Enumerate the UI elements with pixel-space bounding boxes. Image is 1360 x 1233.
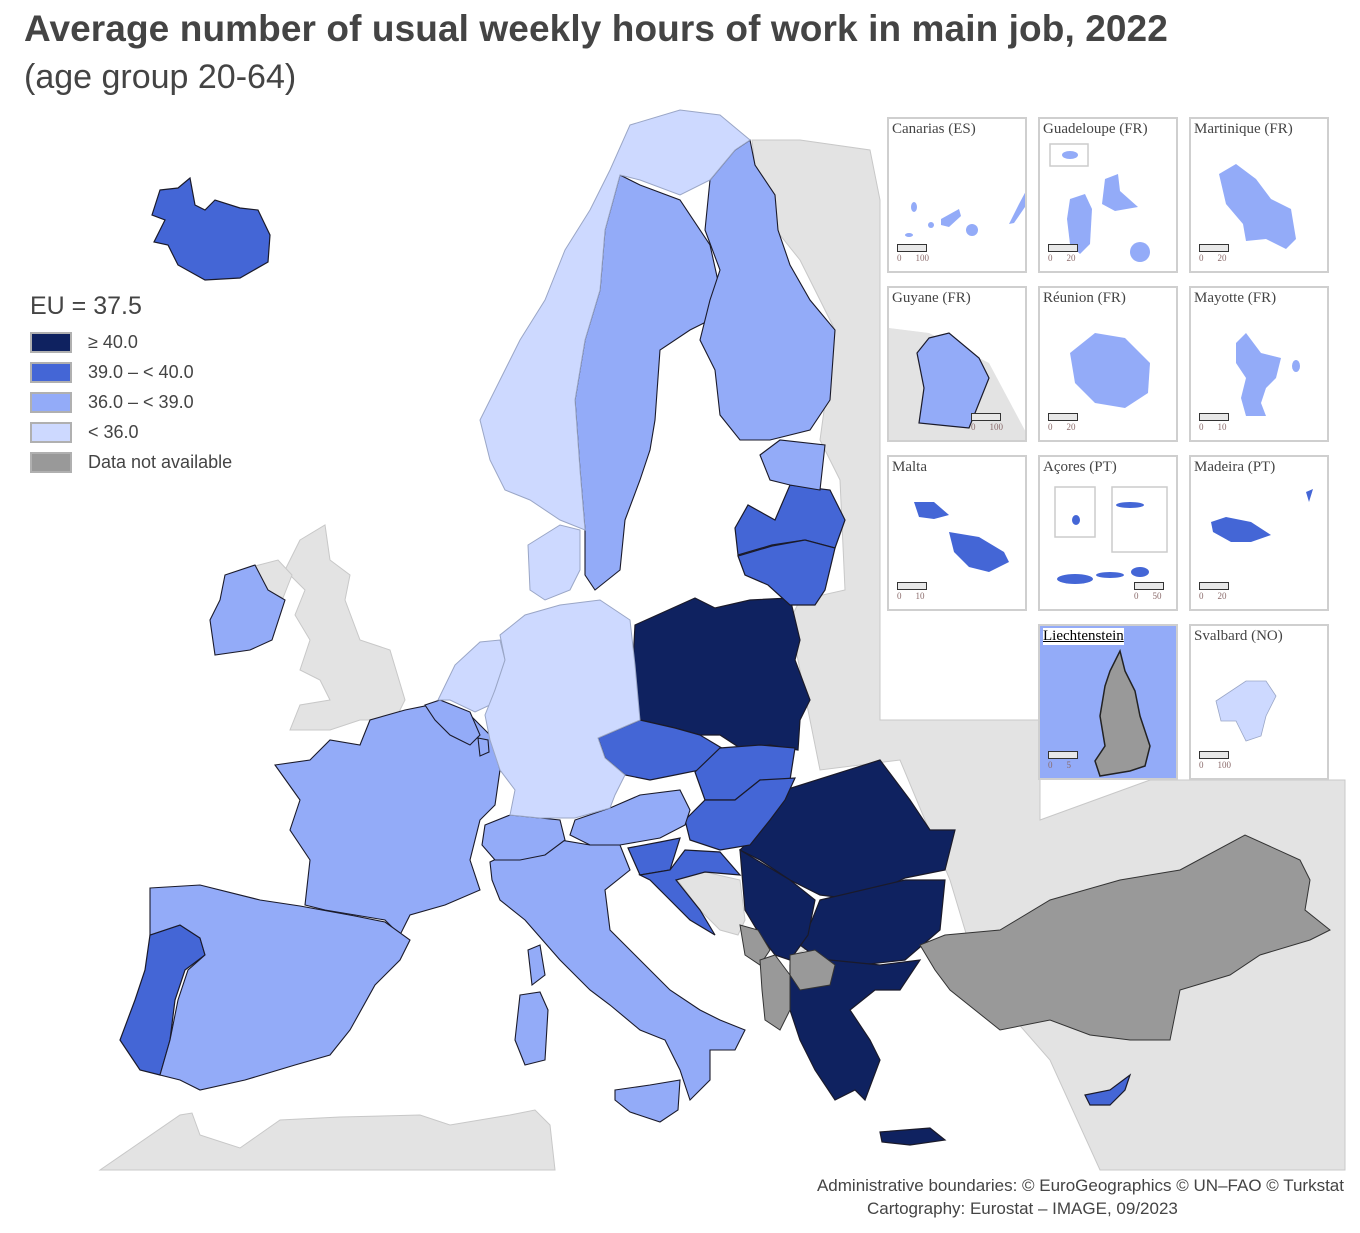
inset-map [914,502,1009,572]
class-lt36-regions [437,109,751,819]
region-austria [569,789,691,846]
region-spain [149,884,411,1091]
region-finland [699,139,836,441]
inset-guyane: Guyane (FR) 0 100 [887,286,1027,442]
scale-bar: 0 100 [1199,751,1231,770]
legend-swatch [30,391,72,413]
legend-item-39-40: 39.0 – < 40.0 [30,357,232,387]
credits-boundaries: Administrative boundaries: © EuroGeograp… [816,1176,1344,1195]
inset-label: Malta [892,459,927,475]
legend-label: Data not available [88,451,233,472]
region-corsica [527,944,546,987]
region-norway [479,109,751,531]
inset-label: Mayotte (FR) [1194,290,1277,306]
region-crete [879,1127,947,1146]
map-subtitle: (age group 20-64) [24,58,297,96]
inset-map [1054,486,1168,584]
inset-acores: Açores (PT) 0 50 [1038,455,1178,611]
scale-bar: 0 20 [1199,244,1229,263]
inset-label: Réunion (FR) [1043,290,1126,306]
region-estonia [759,439,826,491]
region-latvia [734,484,846,556]
scale-bar: 0 20 [1048,244,1078,263]
legend-swatch [30,451,72,473]
region-lithuania [737,539,836,606]
scale-bar: 0 50 [1134,582,1164,601]
credits-cartography: Cartography: Eurostat – IMAGE, 09/2023 [866,1199,1178,1218]
region-greece [789,959,922,1102]
region-germany [484,599,641,819]
inset-map [889,328,1025,440]
scale-bar: 0 100 [971,413,1003,432]
inset-map [1070,333,1150,408]
inset-label: Guyane (FR) [892,290,971,306]
scale-bar: 0 20 [1199,582,1229,601]
inset-map [1049,143,1150,262]
scale-bar: 0 10 [1199,413,1229,432]
region-sardinia [514,991,549,1066]
legend-item-36-39: 36.0 – < 39.0 [30,387,232,417]
inset-label: Açores (PT) [1043,459,1117,475]
inset-mayotte: Mayotte (FR) 0 10 [1189,286,1329,442]
inset-map [1215,680,1277,742]
region-france [274,704,501,936]
scale-bar: 0 20 [1048,413,1078,432]
region-albania [759,954,791,1031]
inset-map [905,192,1025,237]
inset-label: Madeira (PT) [1194,459,1276,475]
inset-map [1094,648,1151,777]
legend: EU = 37.5 ≥ 40.0 39.0 – < 40.0 36.0 – < … [30,292,232,477]
scale-bar: 0 100 [897,244,929,263]
legend-item-not-available: Data not available [30,447,232,477]
credits: Administrative boundaries: © EuroGeograp… [817,1176,1344,1219]
inset-label: Guadeloupe (FR) [1043,121,1148,137]
inset-reunion: Réunion (FR) 0 20 [1038,286,1178,442]
region-luxembourg [477,737,490,757]
inset-canarias: Canarias (ES) 0 100 [887,117,1027,273]
region-montenegro [739,924,771,966]
inset-guadeloupe: Guadeloupe (FR) 0 20 [1038,117,1178,273]
scale-bar: 0 10 [897,582,927,601]
inset-label: Liechtenstein [1043,628,1124,645]
legend-item-lt36: < 36.0 [30,417,232,447]
region-north-macedonia [789,949,836,991]
region-croatia [638,849,742,936]
not-available-regions [739,834,1331,1041]
inset-map [1211,489,1313,542]
legend-swatch [30,361,72,383]
inset-label: Svalbard (NO) [1194,628,1283,644]
map-title: Average number of usual weekly hours of … [24,8,1168,49]
region-turkiye [919,834,1331,1041]
region-cyprus [1084,1073,1132,1106]
region-hungary [684,777,796,851]
inset-svalbard: Svalbard (NO) 0 100 [1189,624,1329,780]
legend-label: ≥ 40.0 [88,331,138,352]
inset-madeira: Madeira (PT) 0 20 [1189,455,1329,611]
legend-swatch [30,421,72,443]
class-36-39-regions [149,139,836,1123]
inset-malta: Malta 0 10 [887,455,1027,611]
inset-label: Martinique (FR) [1194,121,1293,137]
legend-label: 36.0 – < 39.0 [88,391,194,412]
region-belgium [424,699,481,746]
legend-item-ge40: ≥ 40.0 [30,327,232,357]
inset-martinique: Martinique (FR) 0 20 [1189,117,1329,273]
class-39-40-regions [119,176,1132,1106]
region-iceland [151,176,271,281]
legend-eu-average: EU = 37.5 [30,292,142,320]
inset-map [1219,164,1296,249]
legend-swatch [30,331,72,353]
region-denmark [527,524,581,601]
inset-map [1236,333,1300,416]
region-ireland [209,564,286,656]
legend-label: 39.0 – < 40.0 [88,361,194,382]
region-sicily [614,1079,681,1123]
legend-label: < 36.0 [88,421,139,442]
region-slovenia [627,837,681,876]
inset-label: Canarias (ES) [892,121,976,137]
